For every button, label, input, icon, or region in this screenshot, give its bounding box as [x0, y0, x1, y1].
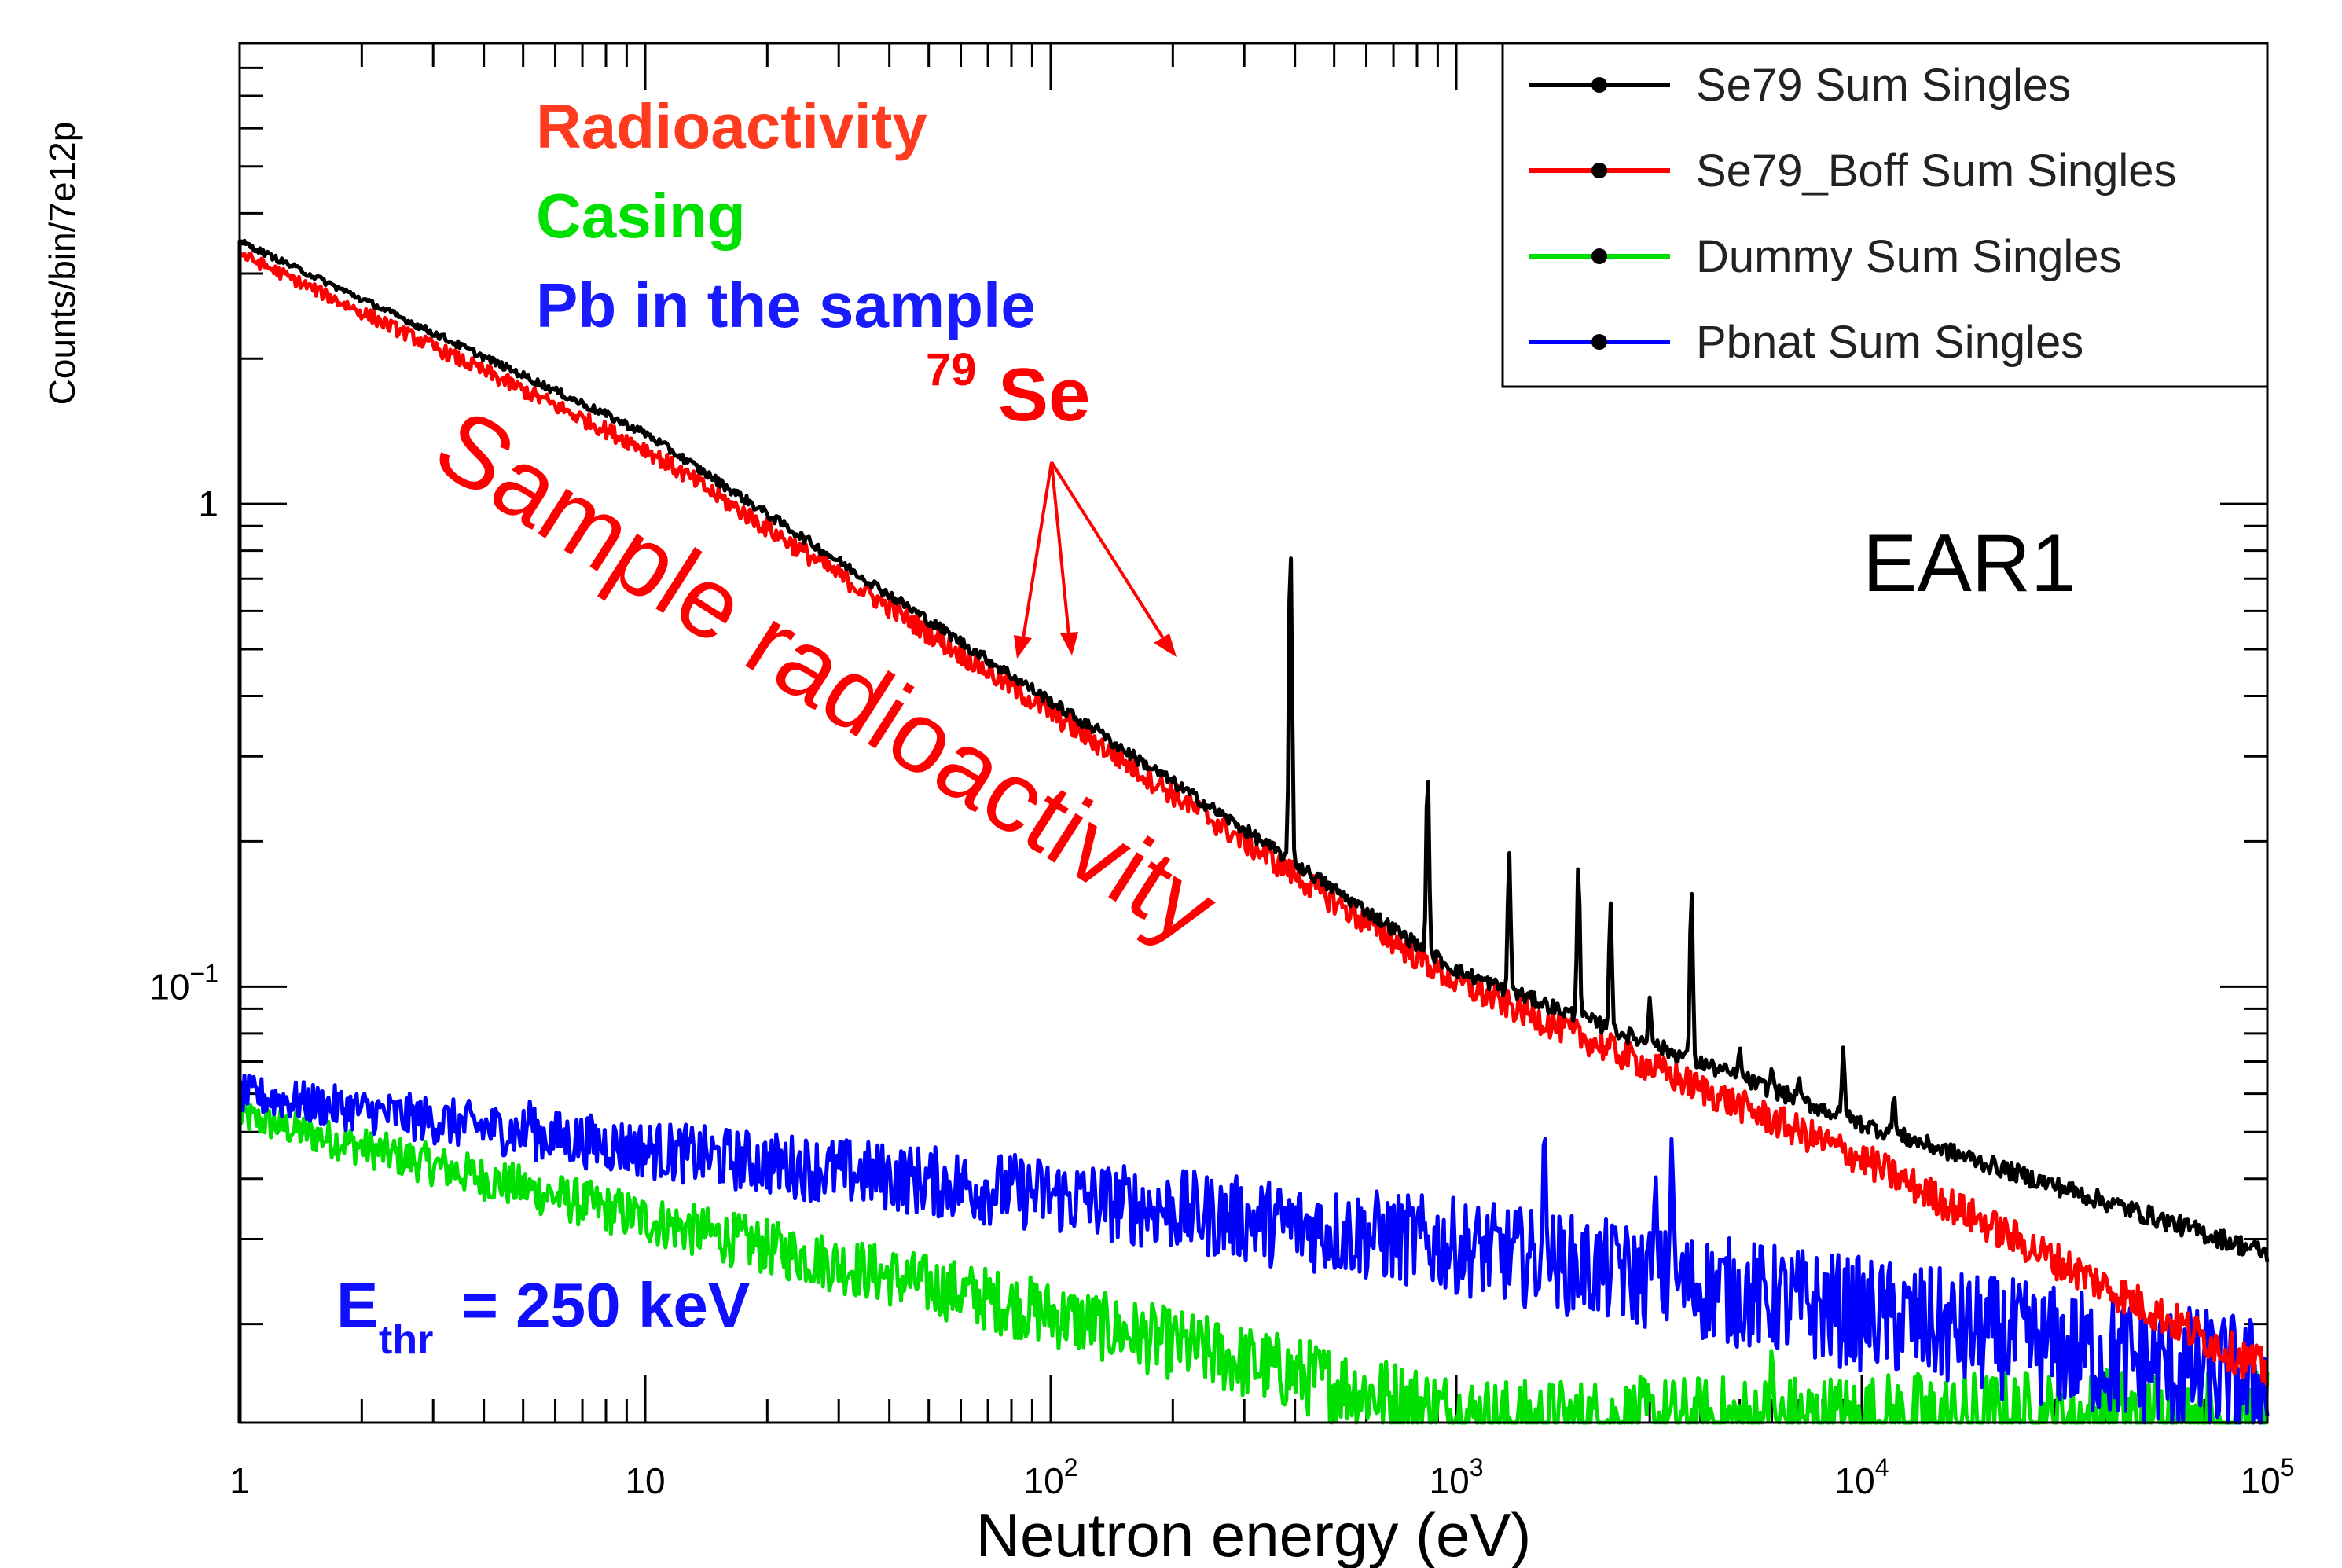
se79-arrows	[1014, 461, 1177, 659]
tick-labels: 1 10 102 103 104 105 1 10−1	[149, 483, 2294, 1501]
annotation-pb: Pb in the sample	[536, 270, 1036, 340]
series-layer	[237, 238, 2270, 1425]
annotation-casing: Casing	[536, 181, 746, 251]
annotation-ear1: EAR1	[1863, 518, 2076, 609]
x-tick-label: 102	[1024, 1453, 1078, 1501]
y-tick-label: 10−1	[149, 959, 218, 1007]
series-line-se79-sum-singles	[237, 238, 2270, 1423]
legend-label-dummy: Dummy Sum Singles	[1696, 231, 2121, 282]
annotation-ethr: E thr = 250 keV	[336, 1270, 750, 1363]
annotation-radioactivity: Radioactivity	[536, 91, 927, 161]
y-tick-label: 1	[198, 483, 218, 524]
x-tick-label: 103	[1430, 1453, 1484, 1501]
legend-entry-dummy: Dummy Sum Singles	[1529, 231, 2121, 282]
x-tick-label: 105	[2241, 1453, 2295, 1501]
ethr-value: = 250 keV	[444, 1270, 750, 1340]
legend-label-pbnat: Pbnat Sum Singles	[1696, 317, 2083, 368]
se79-symbol: Se	[998, 353, 1090, 437]
legend-label-se79: Se79 Sum Singles	[1696, 60, 2071, 111]
legend: Se79 Sum Singles Se79_Boff Sum Singles D…	[1501, 42, 2269, 388]
x-tick-label: 10	[625, 1460, 665, 1501]
legend-box	[1501, 42, 2269, 388]
x-tick-label: 1	[229, 1460, 250, 1501]
se79-mass-number: 79	[926, 344, 977, 395]
annotation-se79: 79 Se	[926, 344, 1090, 437]
y-axis-title: Counts/bin/7e12p	[42, 122, 83, 406]
legend-label-se79-boff: Se79_Boff Sum Singles	[1696, 145, 2177, 196]
legend-entry-se79: Se79 Sum Singles	[1529, 60, 2071, 111]
series-line-pbnat-sum-singles	[237, 1074, 2270, 1425]
legend-entry-se79-boff: Se79_Boff Sum Singles	[1529, 145, 2177, 196]
series-line-dummy-sum-singles	[237, 1098, 2270, 1425]
ethr-subscript: thr	[379, 1317, 433, 1363]
plot-frame	[238, 42, 2269, 1424]
legend-entry-pbnat: Pbnat Sum Singles	[1529, 317, 2083, 368]
ethr-symbol: E	[336, 1270, 378, 1340]
x-axis-title: Neutron energy (eV)	[976, 1500, 1532, 1568]
series-line-se79-boff-sum-singles	[237, 251, 2270, 1423]
x-tick-label: 104	[1835, 1453, 1889, 1501]
